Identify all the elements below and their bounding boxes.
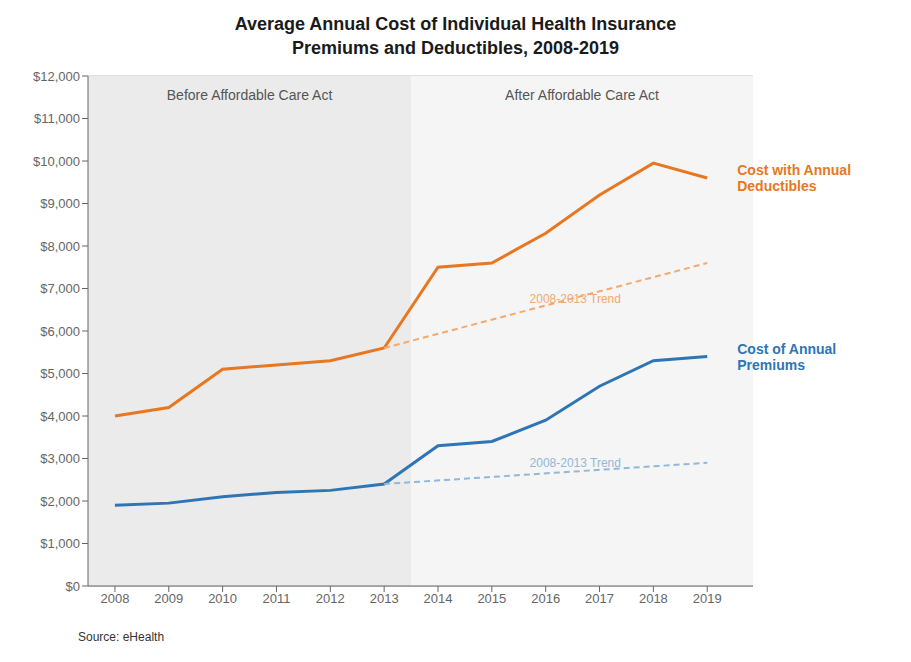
svg-text:2008-2013 Trend: 2008-2013 Trend <box>530 292 621 306</box>
svg-text:2013: 2013 <box>370 591 399 606</box>
svg-text:$3,000: $3,000 <box>40 451 80 466</box>
svg-text:$4,000: $4,000 <box>40 409 80 424</box>
svg-text:After Affordable Care Act: After Affordable Care Act <box>505 87 659 103</box>
svg-text:2009: 2009 <box>154 591 183 606</box>
html-text:Premiums and Deductibles, 2008: Premiums and Deductibles, 2008-2019 <box>291 38 620 58</box>
svg-text:2018: 2018 <box>639 591 668 606</box>
svg-text:Before Affordable Care Act: Before Affordable Care Act <box>167 87 333 103</box>
svg-text:$11,000: $11,000 <box>34 111 80 126</box>
svg-text:$1,000: $1,000 <box>40 536 80 551</box>
svg-text:$10,000: $10,000 <box>33 154 80 169</box>
svg-text:$7,000: $7,000 <box>40 281 80 296</box>
svg-text:2008-2013 Trend: 2008-2013 Trend <box>530 456 621 470</box>
svg-text:2011: 2011 <box>262 591 290 606</box>
svg-text:2017: 2017 <box>585 591 614 606</box>
svg-text:2008: 2008 <box>100 591 129 606</box>
svg-text:2010: 2010 <box>208 591 237 606</box>
svg-text:Cost with AnnualDeductibles: Cost with AnnualDeductibles <box>737 162 851 194</box>
svg-text:2012: 2012 <box>316 591 345 606</box>
svg-text:$2,000: $2,000 <box>40 494 80 509</box>
html-text:Average Annual Cost of Individ: Average Annual Cost of Individual Health… <box>234 14 677 34</box>
svg-text:$12,000: $12,000 <box>33 69 80 84</box>
svg-text:Cost of AnnualPremiums: Cost of AnnualPremiums <box>737 341 836 373</box>
svg-text:2014: 2014 <box>424 591 453 606</box>
svg-text:$6,000: $6,000 <box>40 324 80 339</box>
svg-text:2019: 2019 <box>693 591 722 606</box>
svg-text:2015: 2015 <box>477 591 506 606</box>
svg-text:$5,000: $5,000 <box>40 366 80 381</box>
svg-text:$9,000: $9,000 <box>40 196 80 211</box>
svg-text:$8,000: $8,000 <box>40 239 80 254</box>
svg-text:$0: $0 <box>66 579 80 594</box>
html-text:Source: eHealth: Source: eHealth <box>78 630 165 644</box>
svg-text:2016: 2016 <box>531 591 560 606</box>
